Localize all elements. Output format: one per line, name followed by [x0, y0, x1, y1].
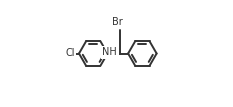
Text: NH: NH	[102, 47, 117, 57]
Text: Cl: Cl	[66, 48, 75, 59]
Text: Br: Br	[112, 17, 123, 27]
